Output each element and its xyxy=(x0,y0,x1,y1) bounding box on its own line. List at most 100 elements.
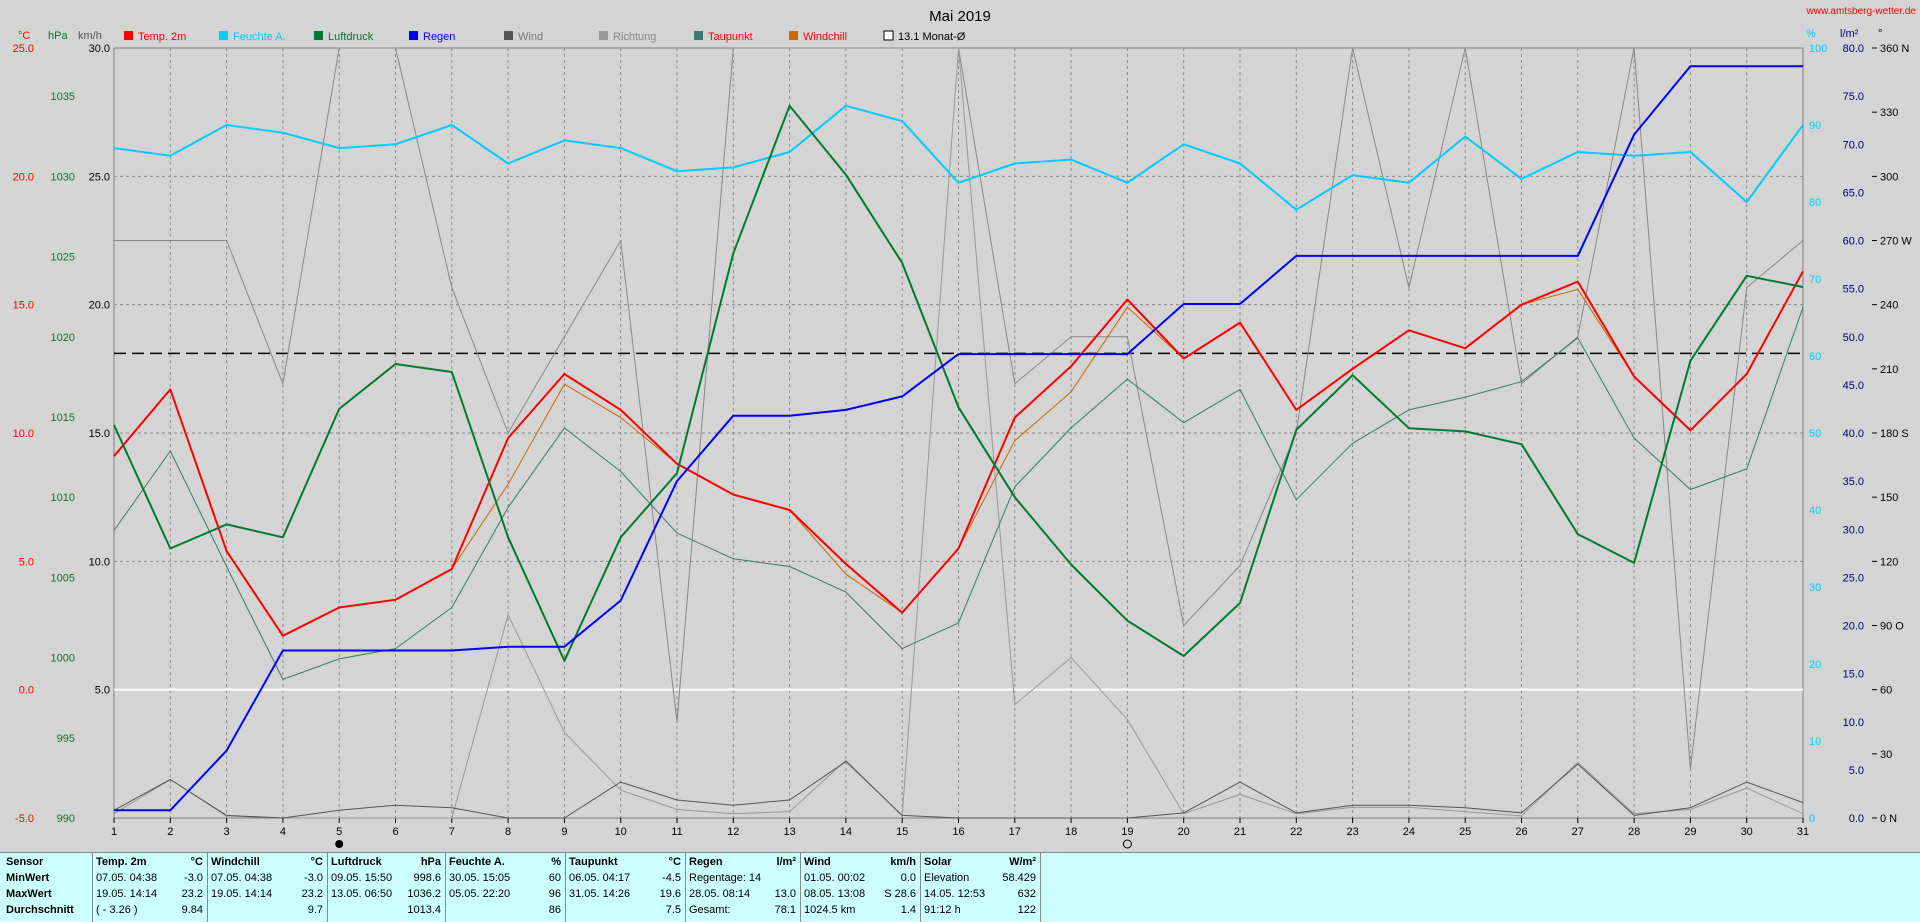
humidity-tick-label: 40 xyxy=(1809,505,1821,517)
x-tick-label: 31 xyxy=(1797,826,1809,838)
stats-cell-value: 60 xyxy=(549,870,561,886)
direction-tick-label: 180 S xyxy=(1880,428,1909,440)
stats-cell-value: S 28.6 xyxy=(884,886,916,902)
rain-tick-label: 40.0 xyxy=(1843,428,1864,440)
rain-tick-label: 35.0 xyxy=(1843,476,1864,488)
legend-swatch xyxy=(599,31,608,40)
x-tick-label: 27 xyxy=(1572,826,1584,838)
direction-tick-label: 0 N xyxy=(1880,813,1897,825)
pressure-tick-label: 1000 xyxy=(51,653,75,665)
x-tick-label: 12 xyxy=(727,826,739,838)
stats-cell-when: Regentage: 14 xyxy=(689,870,761,886)
humidity-tick-label: 10 xyxy=(1809,736,1821,748)
x-tick-label: 17 xyxy=(1009,826,1021,838)
stats-column-unit: km/h xyxy=(890,854,916,870)
direction-tick-label: 60 xyxy=(1880,685,1892,697)
x-tick-label: 21 xyxy=(1234,826,1246,838)
x-tick-label: 9 xyxy=(561,826,567,838)
legend-swatch xyxy=(504,31,513,40)
unit-deg: ° xyxy=(1878,28,1882,40)
stats-cell-value: 13.0 xyxy=(775,886,796,902)
legend-label: 13.1 Monat-Ø xyxy=(898,31,966,43)
stats-row-label: MinWert xyxy=(6,870,49,886)
stats-row-label: Sensor xyxy=(6,854,43,870)
x-tick-label: 19 xyxy=(1121,826,1133,838)
stats-cell-value: 1036.2 xyxy=(407,886,441,902)
stats-cell-value: 632 xyxy=(1018,886,1036,902)
stats-cell-value: 7.5 xyxy=(666,902,681,918)
legend-swatch xyxy=(694,31,703,40)
legend-label: Regen xyxy=(423,31,455,43)
pressure-tick-label: 1015 xyxy=(51,412,75,424)
unit-hpa: hPa xyxy=(48,30,68,42)
x-tick-label: 11 xyxy=(671,826,682,838)
stats-cell-value: -4.5 xyxy=(662,870,681,886)
wind-tick-label: 30.0 xyxy=(89,43,110,55)
stats-cell-value: 1013.4 xyxy=(407,902,441,918)
stats-cell-value: 58.429 xyxy=(1002,870,1036,886)
x-tick-label: 18 xyxy=(1065,826,1077,838)
x-tick-label: 15 xyxy=(896,826,908,838)
rain-tick-label: 75.0 xyxy=(1843,91,1864,103)
legend-swatch xyxy=(124,31,133,40)
wind-tick-label: 25.0 xyxy=(89,171,110,183)
stats-cell-value: 9.7 xyxy=(308,902,323,918)
stats-row-label: MaxWert xyxy=(6,886,52,902)
direction-tick-label: 150 xyxy=(1880,492,1898,504)
direction-tick-label: 90 O xyxy=(1880,621,1904,633)
pressure-tick-label: 995 xyxy=(57,733,75,745)
temp-tick-label: 15.0 xyxy=(13,300,34,312)
legend-label: Temp. 2m xyxy=(138,31,186,43)
legend-swatch xyxy=(219,31,228,40)
rain-tick-label: 15.0 xyxy=(1843,669,1864,681)
direction-tick-label: 270 W xyxy=(1880,236,1912,248)
stats-column-unit: °C xyxy=(669,854,681,870)
unit-kmh: km/h xyxy=(78,30,102,42)
stats-cell-value: 998.6 xyxy=(413,870,441,886)
unit-pct: % xyxy=(1806,28,1816,40)
x-tick-label: 6 xyxy=(392,826,398,838)
stats-row-label: Durchschnitt xyxy=(6,902,74,918)
rain-tick-label: 20.0 xyxy=(1843,621,1864,633)
stats-cell-value: 1.4 xyxy=(901,902,916,918)
stats-cell-value: 86 xyxy=(549,902,561,918)
stats-column-unit: °C xyxy=(311,854,323,870)
x-tick-label: 22 xyxy=(1290,826,1302,838)
rain-tick-label: 10.0 xyxy=(1843,717,1864,729)
stats-column-unit: W/m² xyxy=(1009,854,1036,870)
legend-swatch xyxy=(314,31,323,40)
humidity-tick-label: 50 xyxy=(1809,428,1821,440)
stats-column-unit: % xyxy=(551,854,561,870)
stats-cell-value: -3.0 xyxy=(184,870,203,886)
pressure-tick-label: 1020 xyxy=(51,332,75,344)
chart-title: Mai 2019 xyxy=(929,8,991,25)
legend-swatch xyxy=(884,31,893,40)
legend-label: Feuchte A. xyxy=(233,31,286,43)
stats-cell-value: 23.2 xyxy=(302,886,323,902)
rain-tick-label: 25.0 xyxy=(1843,572,1864,584)
humidity-tick-label: 100 xyxy=(1809,43,1827,55)
unit-c: °C xyxy=(18,30,30,42)
humidity-tick-label: 20 xyxy=(1809,659,1821,671)
rain-tick-label: 55.0 xyxy=(1843,284,1864,296)
pressure-tick-label: 1035 xyxy=(51,91,75,103)
humidity-tick-label: 60 xyxy=(1809,351,1821,363)
x-tick-label: 28 xyxy=(1628,826,1640,838)
x-tick-label: 16 xyxy=(952,826,964,838)
legend-label: Wind xyxy=(518,31,543,43)
rain-tick-label: 60.0 xyxy=(1843,236,1864,248)
x-tick-label: 1 xyxy=(111,826,117,838)
x-tick-label: 29 xyxy=(1684,826,1696,838)
pressure-tick-label: 990 xyxy=(57,813,75,825)
x-tick-label: 23 xyxy=(1346,826,1358,838)
